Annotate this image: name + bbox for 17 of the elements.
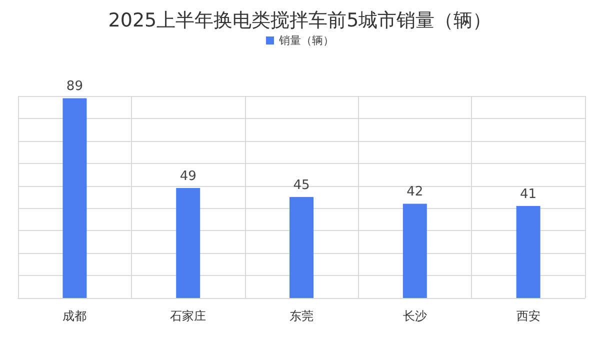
x-tick-label: 长沙 (402, 309, 427, 323)
x-tick-label: 西安 (516, 309, 540, 323)
legend-label: 销量（辆） (278, 34, 334, 47)
x-tick-label: 石家庄 (170, 309, 206, 323)
bar (290, 197, 314, 298)
data-label: 45 (293, 178, 310, 193)
bar (176, 188, 200, 298)
data-label: 89 (66, 79, 83, 94)
data-label: 49 (180, 169, 196, 184)
x-tick-label: 东莞 (290, 309, 314, 323)
bar (62, 98, 87, 298)
chart-title: 2025上半年换电类搅拌车前5城市销量（辆） (108, 10, 492, 32)
data-label: 41 (520, 186, 537, 202)
bar (402, 204, 427, 298)
x-tick-label: 成都 (62, 309, 87, 323)
data-label: 42 (406, 184, 424, 200)
bar (516, 206, 540, 298)
